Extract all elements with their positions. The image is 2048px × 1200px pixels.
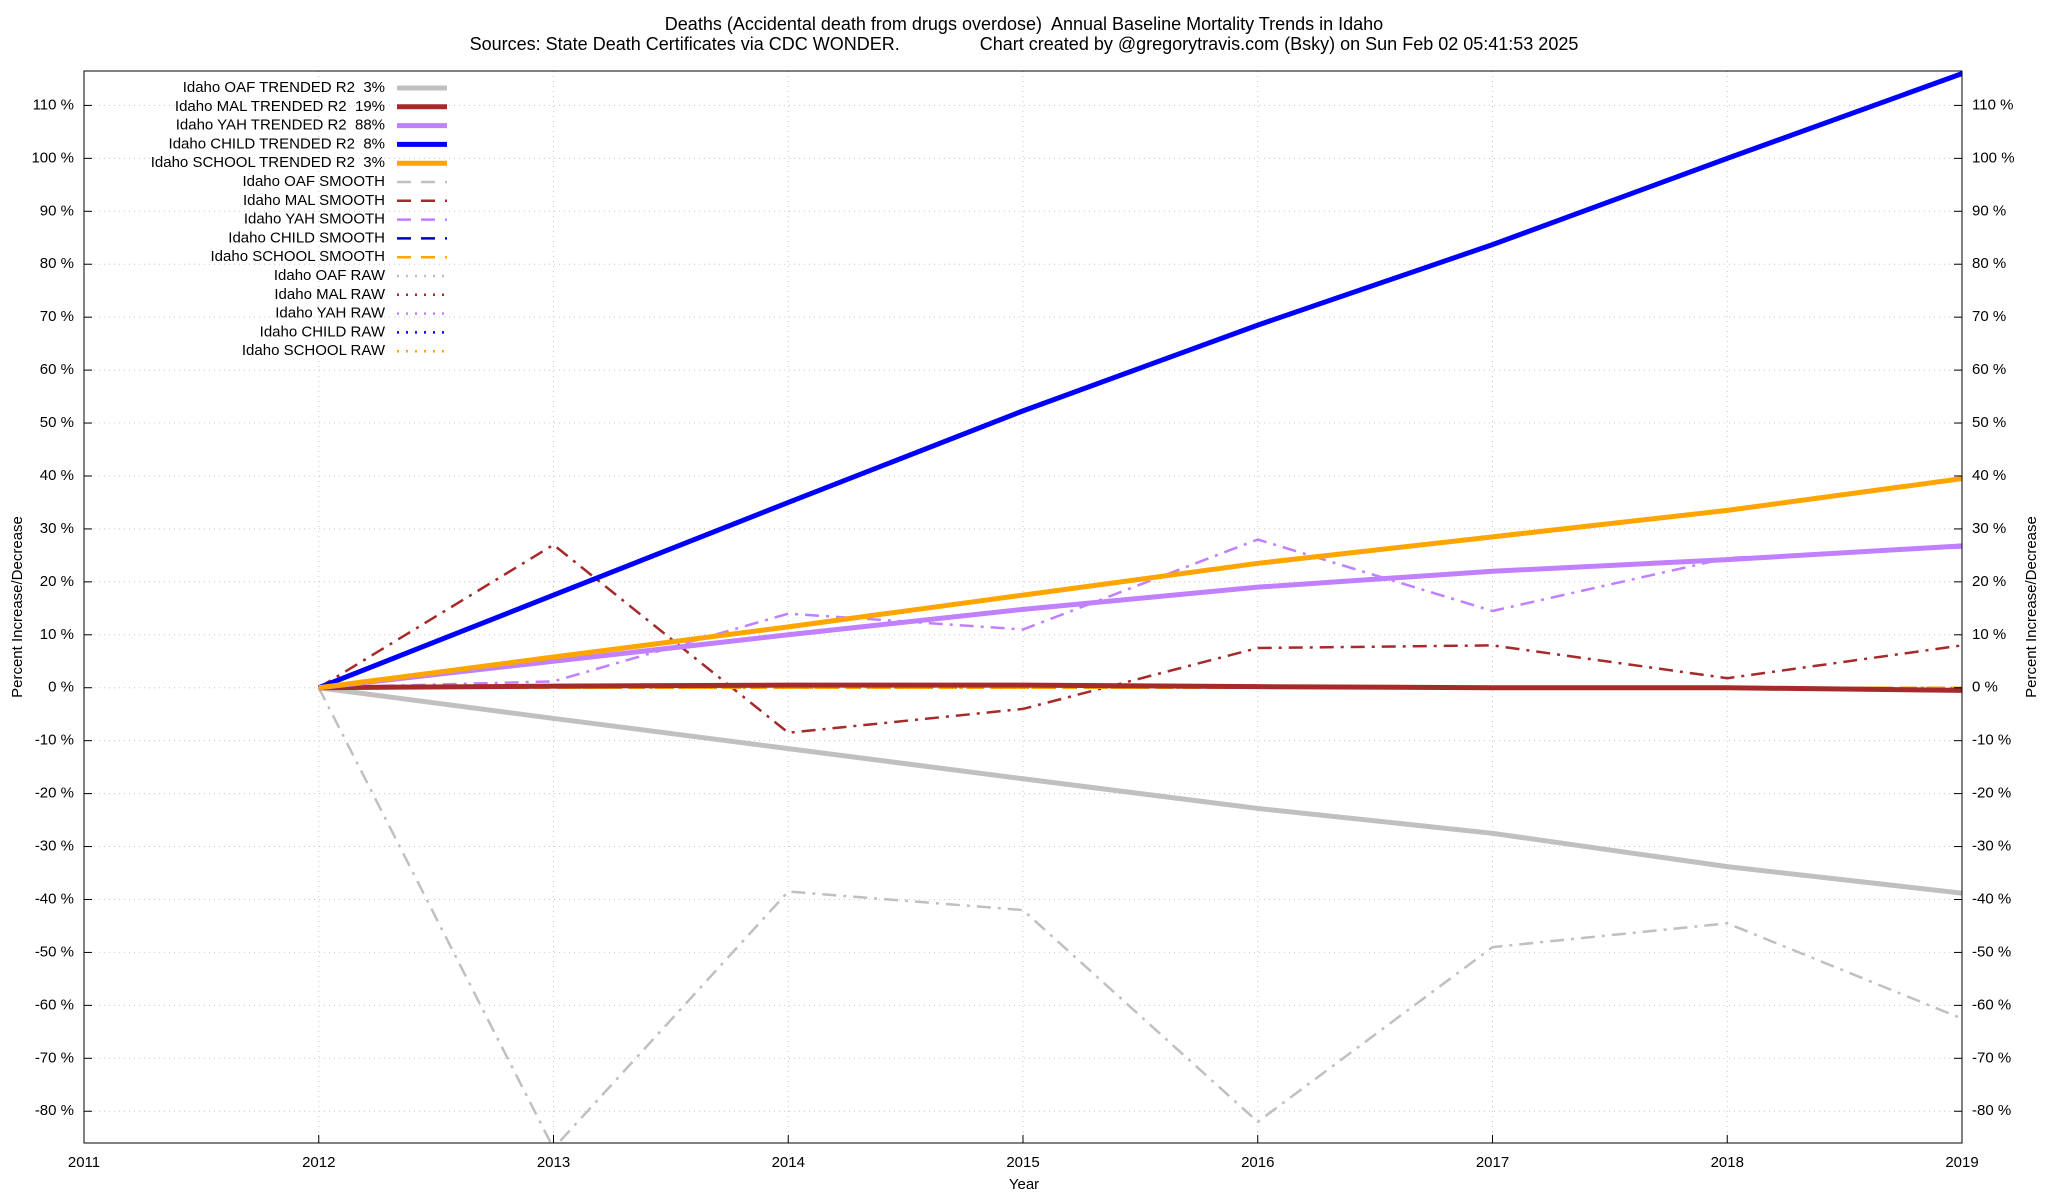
y-tick-label: 80 % — [40, 255, 74, 272]
chart-title: Deaths (Accidental death from drugs over… — [665, 14, 1383, 34]
y2-tick-label: -80 % — [1972, 1102, 2011, 1119]
legend-label: Idaho CHILD SMOOTH — [228, 229, 385, 246]
y2-tick-label: 70 % — [1972, 308, 2006, 325]
legend-label: Idaho MAL SMOOTH — [243, 192, 385, 209]
legend-label: Idaho YAH RAW — [275, 305, 386, 322]
legend-label: Idaho MAL TRENDED R2 19% — [175, 98, 385, 115]
x-tick-label: 2018 — [1711, 1154, 1744, 1171]
y2-tick-label: 30 % — [1972, 520, 2006, 537]
y-tick-label: 100 % — [31, 149, 74, 166]
series-line — [318, 682, 1962, 693]
y2-tick-label: 10 % — [1972, 626, 2006, 643]
legend-label: Idaho YAH TRENDED R2 88% — [176, 117, 385, 134]
y-tick-label: -50 % — [35, 943, 74, 960]
y-tick-label: -70 % — [35, 1049, 74, 1066]
y2-tick-label: -20 % — [1972, 785, 2011, 802]
y-tick-label: -60 % — [35, 996, 74, 1013]
y-tick-label: 70 % — [40, 308, 74, 325]
y-tick-label: 90 % — [40, 202, 74, 219]
legend-label: Idaho CHILD TRENDED R2 8% — [169, 135, 385, 152]
y2-axis-label: Percent Increase/Decrease — [2023, 516, 2040, 698]
series-line — [318, 543, 1962, 734]
legend-label: Idaho MAL RAW — [274, 286, 385, 303]
y-tick-label: -20 % — [35, 785, 74, 802]
y-axis-label: Percent Increase/Decrease — [9, 516, 26, 698]
x-tick-label: 2019 — [1945, 1154, 1978, 1171]
y2-tick-label: 80 % — [1972, 255, 2006, 272]
y-tick-label: -10 % — [35, 732, 74, 749]
series-line — [318, 476, 1962, 691]
x-tick-label: 2016 — [1241, 1154, 1274, 1171]
y2-tick-label: 90 % — [1972, 202, 2006, 219]
legend-label: Idaho SCHOOL SMOOTH — [211, 248, 386, 265]
y-tick-label: -40 % — [35, 890, 74, 907]
y2-tick-label: -60 % — [1972, 996, 2011, 1013]
y2-tick-label: -40 % — [1972, 890, 2011, 907]
x-tick-label: 2015 — [1006, 1154, 1039, 1171]
series-line — [317, 687, 1962, 1143]
y-tick-label: 60 % — [40, 361, 74, 378]
y2-tick-label: 0 % — [1972, 679, 1998, 696]
y-tick-label: -30 % — [35, 838, 74, 855]
legend-label: Idaho YAH SMOOTH — [244, 211, 385, 228]
y2-tick-label: 40 % — [1972, 467, 2006, 484]
legend-label: Idaho SCHOOL TRENDED R2 3% — [151, 154, 385, 171]
y-tick-label: -80 % — [35, 1102, 74, 1119]
y-tick-label: 110 % — [33, 96, 74, 113]
y-tick-label: 0 % — [48, 679, 74, 696]
legend-label: Idaho OAF SMOOTH — [242, 173, 385, 190]
y-tick-label: 30 % — [40, 520, 74, 537]
y2-tick-label: -30 % — [1972, 838, 2011, 855]
series-line — [318, 543, 1962, 691]
x-axis-label: Year — [1009, 1176, 1039, 1193]
x-tick-label: 2012 — [302, 1154, 335, 1171]
y-tick-label: 50 % — [40, 414, 74, 431]
y-tick-label: 10 % — [40, 626, 74, 643]
series-line — [318, 538, 1962, 689]
y2-tick-label: -10 % — [1972, 732, 2011, 749]
series-line — [318, 685, 1962, 896]
y-tick-label: 40 % — [40, 467, 74, 484]
chart-subtitle: Sources: State Death Certificates via CD… — [470, 34, 1579, 54]
x-tick-label: 2011 — [68, 1154, 100, 1171]
y2-tick-label: 50 % — [1972, 414, 2006, 431]
y-tick-label: 20 % — [40, 573, 74, 590]
x-tick-label: 2014 — [772, 1154, 805, 1171]
legend-label: Idaho SCHOOL RAW — [242, 342, 386, 359]
x-tick-label: 2017 — [1476, 1154, 1509, 1171]
series-line — [317, 71, 1962, 691]
legend-label: Idaho OAF RAW — [274, 267, 386, 284]
y2-tick-label: -50 % — [1972, 943, 2011, 960]
y2-tick-label: 100 % — [1972, 149, 2015, 166]
y2-tick-label: 110 % — [1972, 96, 2013, 113]
legend-label: Idaho CHILD RAW — [260, 323, 386, 340]
y2-tick-label: 20 % — [1972, 573, 2006, 590]
legend-label: Idaho OAF TRENDED R2 3% — [183, 79, 385, 96]
x-tick-label: 2013 — [537, 1154, 570, 1171]
y2-tick-label: -70 % — [1972, 1049, 2011, 1066]
y2-tick-label: 60 % — [1972, 361, 2006, 378]
